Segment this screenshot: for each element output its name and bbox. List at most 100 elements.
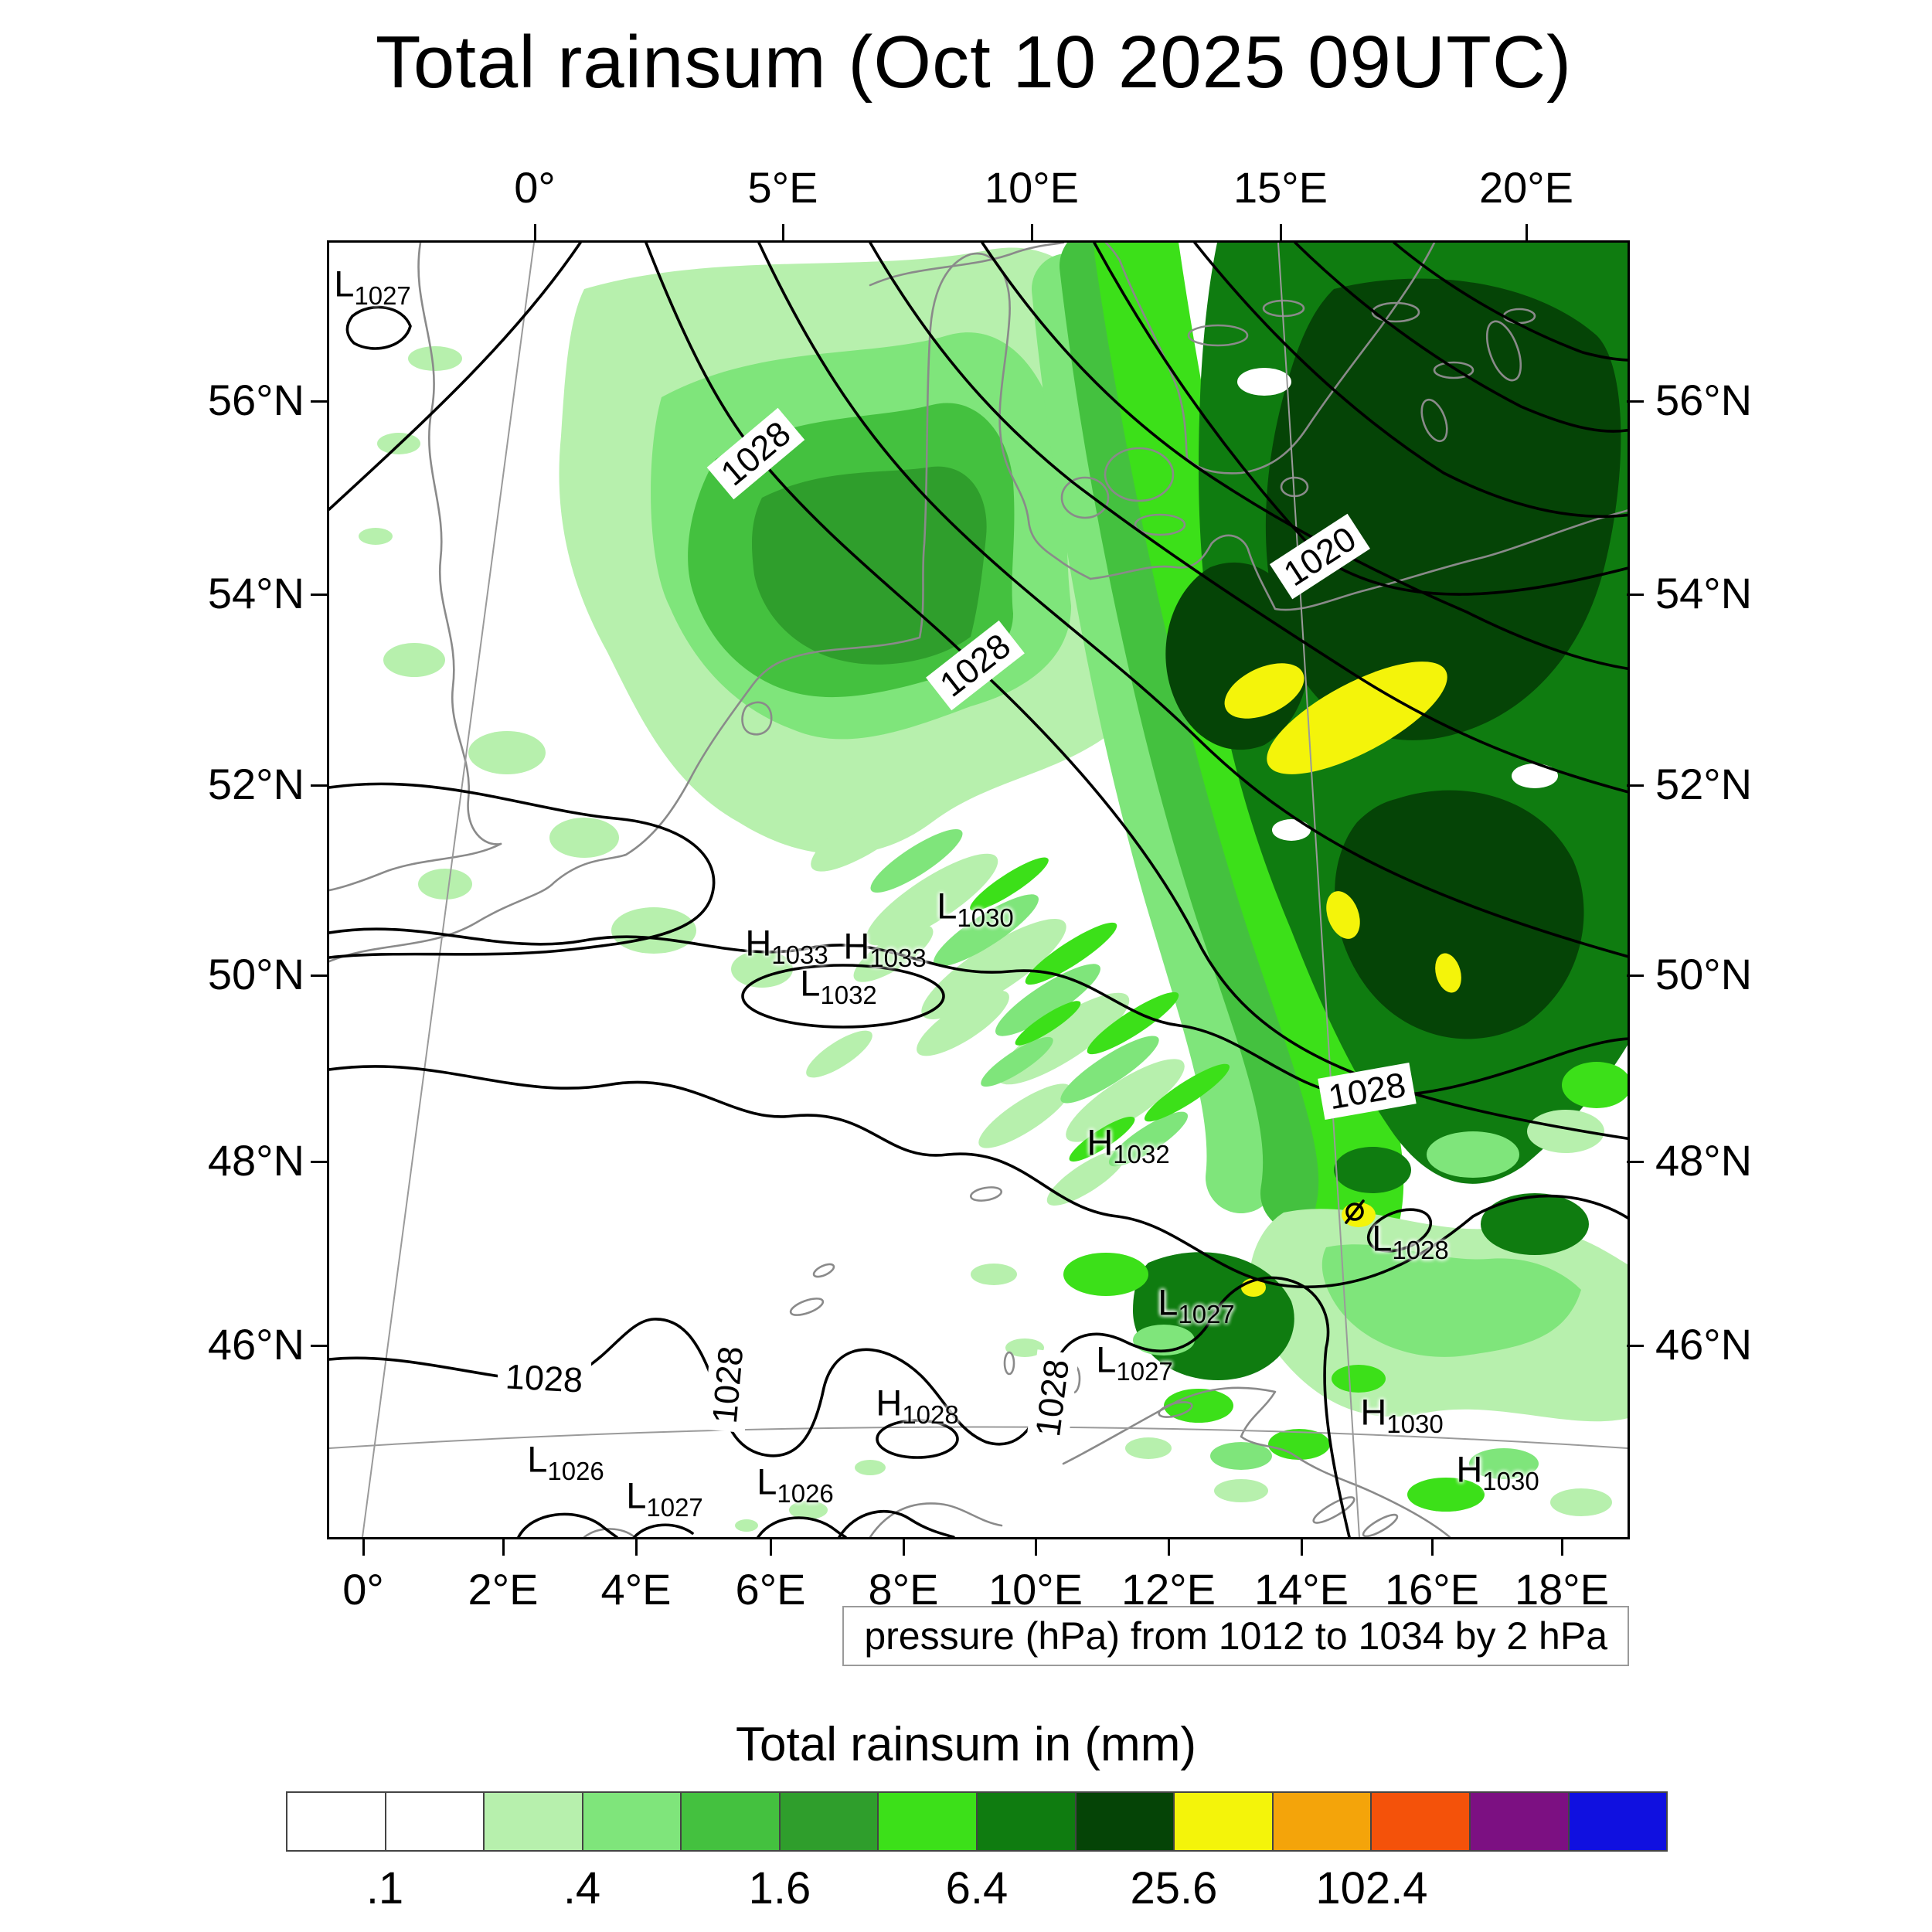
axis-tick (1280, 224, 1282, 241)
colorbar-cell (680, 1791, 781, 1852)
axis-tick (311, 594, 328, 596)
colorbar-cell (483, 1791, 583, 1852)
pressure-center: L1027 (1096, 1338, 1173, 1386)
pressure-center: H1033 (843, 925, 927, 973)
colorbar-tick-label: .1 (366, 1863, 404, 1913)
colorbar (286, 1791, 1668, 1852)
axis-tick (311, 1345, 328, 1347)
axis-label-top: 0° (514, 163, 556, 212)
pressure-center: H1030 (1360, 1391, 1444, 1439)
pressure-center: L1026 (757, 1461, 834, 1509)
axis-tick (1168, 1539, 1170, 1556)
colorbar-tick-label: 25.6 (1130, 1863, 1218, 1913)
pressure-center: H1032 (1087, 1121, 1170, 1169)
axis-label-bottom: 4°E (600, 1565, 672, 1614)
axis-label-left: 52°N (207, 760, 304, 808)
axis-tick (534, 224, 536, 241)
pressure-center: L1030 (937, 885, 1014, 933)
axis-tick (362, 1539, 365, 1556)
colorbar-tick-label: 1.6 (748, 1863, 811, 1913)
axis-label-right: 46°N (1655, 1320, 1753, 1369)
colorbar-cell (976, 1791, 1077, 1852)
colorbar-cell (1468, 1791, 1570, 1852)
axis-label-left: 48°N (207, 1136, 304, 1185)
colorbar-cell (581, 1791, 682, 1852)
graticule-layer (329, 243, 1628, 1537)
axis-tick (1431, 1539, 1434, 1556)
pressure-center: L1028 (1372, 1217, 1449, 1265)
pressure-center: L1032 (800, 962, 877, 1010)
colorbar-cell (1567, 1791, 1668, 1852)
colorbar-cell (286, 1791, 386, 1852)
axis-label-bottom: 14°E (1253, 1565, 1349, 1614)
pressure-center: L1027 (334, 263, 411, 311)
axis-tick (1627, 1161, 1644, 1163)
axis-label-top: 15°E (1233, 163, 1328, 212)
axis-tick (1627, 400, 1644, 403)
axis-label-left: 56°N (207, 376, 304, 424)
colorbar-cell (1370, 1791, 1471, 1852)
axis-tick (311, 1161, 328, 1163)
axis-tick (1031, 224, 1033, 241)
colorbar-cell (1173, 1791, 1274, 1852)
page-title: Total rainsum (Oct 10 2025 09UTC) (375, 21, 1573, 104)
axis-label-left: 54°N (207, 569, 304, 617)
axis-tick (1627, 784, 1644, 787)
axis-label-right: 54°N (1655, 569, 1753, 617)
axis-tick (1627, 975, 1644, 977)
axis-tick (1561, 1539, 1563, 1556)
axis-label-right: 48°N (1655, 1136, 1753, 1185)
isobar-label: 1028 (496, 1355, 592, 1403)
axis-tick (635, 1539, 638, 1556)
axis-tick (1627, 594, 1644, 596)
colorbar-tick-label: .4 (563, 1863, 601, 1913)
axis-tick (311, 975, 328, 977)
axis-label-bottom: 10°E (988, 1565, 1083, 1614)
axis-label-bottom: 8°E (868, 1565, 939, 1614)
pressure-center: H1030 (1456, 1448, 1539, 1496)
axis-tick (1035, 1539, 1037, 1556)
axis-tick (1526, 224, 1528, 241)
axis-label-left: 50°N (207, 950, 304, 998)
axis-label-top: 5°E (747, 163, 818, 212)
axis-tick (903, 1539, 905, 1556)
isobar-label: 1028 (702, 1336, 753, 1434)
pressure-center: L1027 (626, 1475, 703, 1522)
axis-label-right: 56°N (1655, 376, 1753, 424)
axis-label-bottom: 6°E (735, 1565, 806, 1614)
axis-label-bottom: 12°E (1121, 1565, 1216, 1614)
colorbar-cell (1074, 1791, 1175, 1852)
axis-tick (1301, 1539, 1303, 1556)
axis-tick (311, 400, 328, 403)
colorbar-tick-label: 102.4 (1315, 1863, 1428, 1913)
axis-label-right: 52°N (1655, 760, 1753, 808)
map-plot: 1028 1020 1028 1028 1028 1028 1028 L1027… (208, 164, 1752, 1613)
colorbar-title: Total rainsum in (mm) (736, 1718, 1196, 1771)
axis-label-bottom: 0° (342, 1565, 384, 1614)
pressure-note: pressure (hPa) from 1012 to 1034 by 2 hP… (842, 1606, 1629, 1666)
pressure-center: L1026 (527, 1438, 604, 1486)
axis-label-left: 46°N (207, 1320, 304, 1369)
axis-tick (311, 784, 328, 787)
axis-label-bottom: 16°E (1384, 1565, 1480, 1614)
pressure-center: H1033 (745, 922, 828, 970)
colorbar-cell (1271, 1791, 1372, 1852)
axis-label-top: 10°E (984, 163, 1080, 212)
colorbar-tick-label: 6.4 (945, 1863, 1009, 1913)
pressure-center: L1027 (1158, 1281, 1235, 1329)
colorbar-cell (384, 1791, 485, 1852)
colorbar-cell (778, 1791, 879, 1852)
pressure-center: H1028 (876, 1382, 959, 1430)
axis-tick (782, 224, 784, 241)
axis-label-right: 50°N (1655, 950, 1753, 998)
axis-tick (770, 1539, 772, 1556)
axis-label-bottom: 2°E (468, 1565, 539, 1614)
map-area: 1028 1020 1028 1028 1028 1028 1028 L1027… (329, 243, 1628, 1537)
colorbar-cell (877, 1791, 978, 1852)
axis-label-top: 20°E (1478, 163, 1574, 212)
isobar-layer (329, 243, 1628, 1537)
axis-tick (502, 1539, 505, 1556)
axis-label-bottom: 18°E (1514, 1565, 1610, 1614)
axis-tick (1627, 1345, 1644, 1347)
